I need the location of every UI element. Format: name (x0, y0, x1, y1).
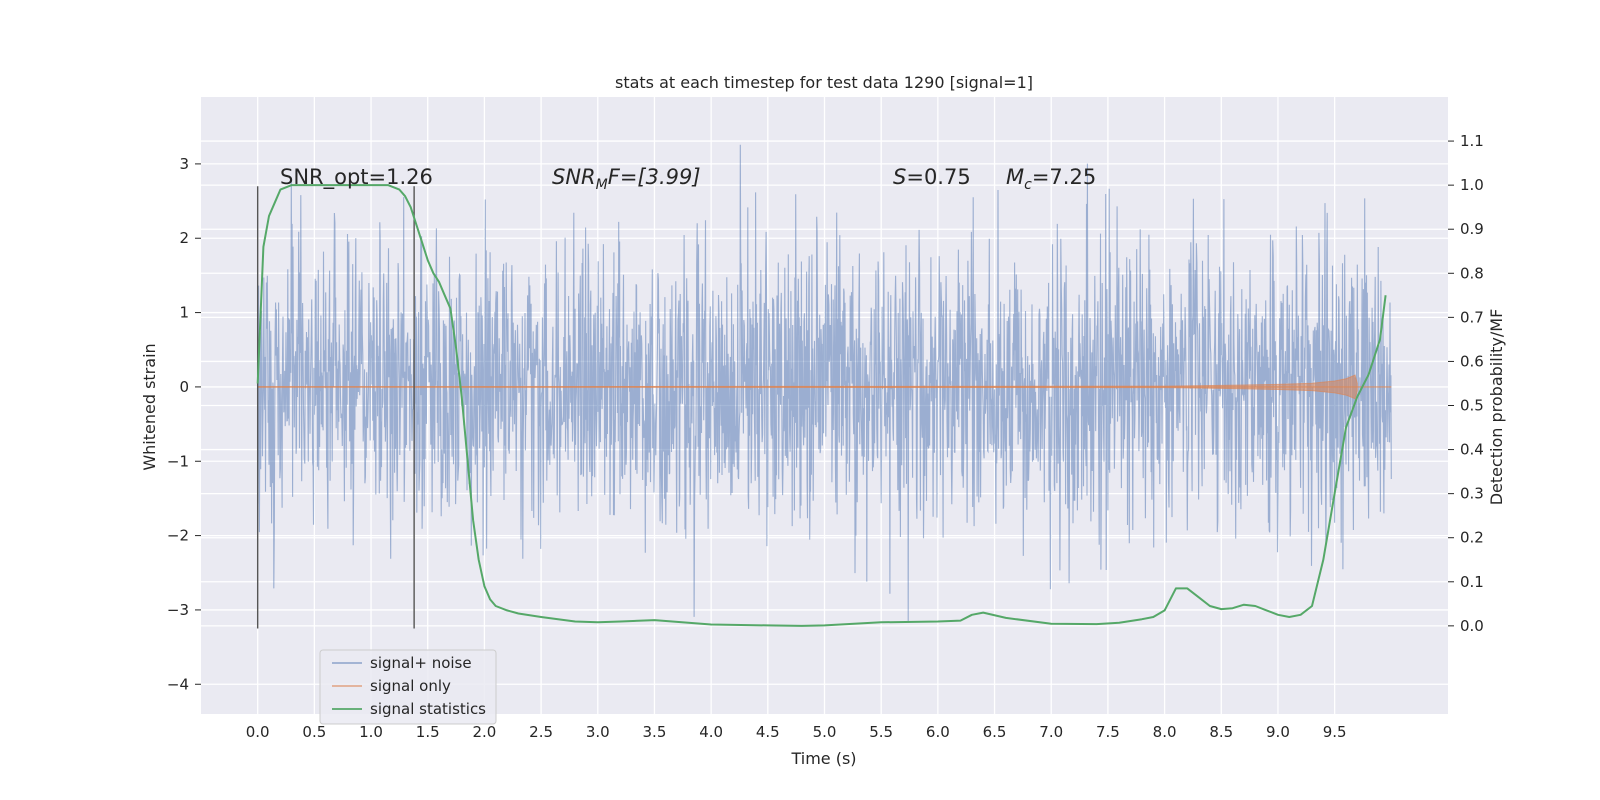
x-tick-9: 4.5 (756, 723, 780, 741)
y-tick-5: 1 (179, 304, 189, 322)
y2-axis-label: Detection probability/MF (1487, 309, 1506, 506)
signal-statistics-line (256, 184, 1387, 627)
x-tick-3: 1.5 (416, 723, 440, 741)
x-tick-0: 0.0 (246, 723, 270, 741)
y-tick-7: 3 (179, 155, 189, 173)
series-signal-only (257, 374, 1392, 400)
x-tick-10: 5.0 (813, 723, 837, 741)
x-tick-8: 4.0 (699, 723, 723, 741)
x-tick-14: 7.0 (1039, 723, 1063, 741)
vertical-markers (256, 186, 415, 629)
y2-tick-1: 0.1 (1460, 573, 1484, 591)
x-tick-16: 8.0 (1153, 723, 1177, 741)
x-tick-7: 3.5 (643, 723, 667, 741)
x-tick-labels: 0.0 0.5 1.0 1.5 2.0 2.5 3.0 3.5 4.0 4.5 5.0 5.5 6.0 6… (246, 723, 1347, 741)
y2-tick-8: 0.8 (1460, 264, 1484, 282)
x-tick-5: 2.5 (529, 723, 553, 741)
legend-box (319, 649, 497, 725)
chart-title: stats at each timestep for test data 129… (615, 73, 1033, 92)
x-tick-2: 1.0 (359, 723, 383, 741)
annotation-s-rest: =0.75 (906, 165, 970, 189)
y2-tick-7: 0.7 (1460, 308, 1484, 326)
annotation-mc-base: M (1006, 165, 1024, 189)
annotation-snr-mf-sub: M (596, 177, 608, 193)
legend: signal+ noise signal only signal statist… (319, 649, 497, 725)
signal-noise-line (257, 144, 1392, 623)
annotation-snr-mf-base: SNR (552, 165, 596, 189)
y2-tick-5: 0.5 (1460, 397, 1484, 415)
x-tick-18: 9.0 (1266, 723, 1290, 741)
annotation-mc-value: Mc=7.25 (1006, 165, 1096, 193)
y-tick-2: −2 (167, 527, 189, 545)
y2-tick-0: 0.0 (1460, 617, 1484, 635)
annotation-snr-mf: SNRMF=[3.99] (552, 165, 701, 193)
annotation-s-base: S (893, 165, 906, 189)
annotation-snr-mf-rest: F=[3.99] (608, 165, 701, 189)
y-tick-labels: −4 −3 −2 −1 0 1 2 3 (167, 155, 201, 693)
y2-tick-2: 0.2 (1460, 529, 1484, 547)
x-axis-label: Time (s) (790, 749, 856, 768)
legend-label-signal-only: signal only (370, 677, 451, 695)
legend-label-signal-noise: signal+ noise (370, 654, 472, 672)
y2-tick-9: 0.9 (1460, 220, 1484, 238)
y-tick-4: 0 (179, 378, 189, 396)
x-tick-1: 0.5 (302, 723, 326, 741)
y2-tick-labels: 0.0 0.1 0.2 0.3 0.4 0.5 0.6 0.7 0.8 0.9 1.0 1.1 (1448, 132, 1484, 635)
legend-label-signal-statistics: signal statistics (370, 700, 486, 718)
y2-tick-10: 1.0 (1460, 176, 1484, 194)
x-tick-11: 5.5 (869, 723, 893, 741)
x-tick-19: 9.5 (1323, 723, 1347, 741)
y2-tick-11: 1.1 (1460, 132, 1484, 150)
x-tick-17: 8.5 (1209, 723, 1233, 741)
x-tick-4: 2.0 (472, 723, 496, 741)
x-tick-12: 6.0 (926, 723, 950, 741)
annotation-mc-sub: c (1024, 177, 1032, 193)
y-tick-3: −1 (167, 452, 189, 470)
y-tick-1: −3 (167, 601, 189, 619)
series-signal-statistics (256, 184, 1387, 627)
x-tick-13: 6.5 (983, 723, 1007, 741)
y2-tick-3: 0.3 (1460, 485, 1484, 503)
y-tick-6: 2 (179, 229, 189, 247)
annotation-mc-rest: =7.25 (1032, 165, 1096, 189)
y-tick-0: −4 (167, 675, 189, 693)
x-tick-6: 3.0 (586, 723, 610, 741)
y2-tick-6: 0.6 (1460, 352, 1484, 370)
annotation-snr-opt: SNR_opt=1.26 (280, 165, 433, 190)
annotation-s-value: S=0.75 (893, 165, 971, 189)
x-tick-15: 7.5 (1096, 723, 1120, 741)
series-signal-noise (257, 144, 1392, 623)
y-axis-label: Whitened strain (140, 343, 159, 470)
y2-tick-4: 0.4 (1460, 441, 1484, 459)
